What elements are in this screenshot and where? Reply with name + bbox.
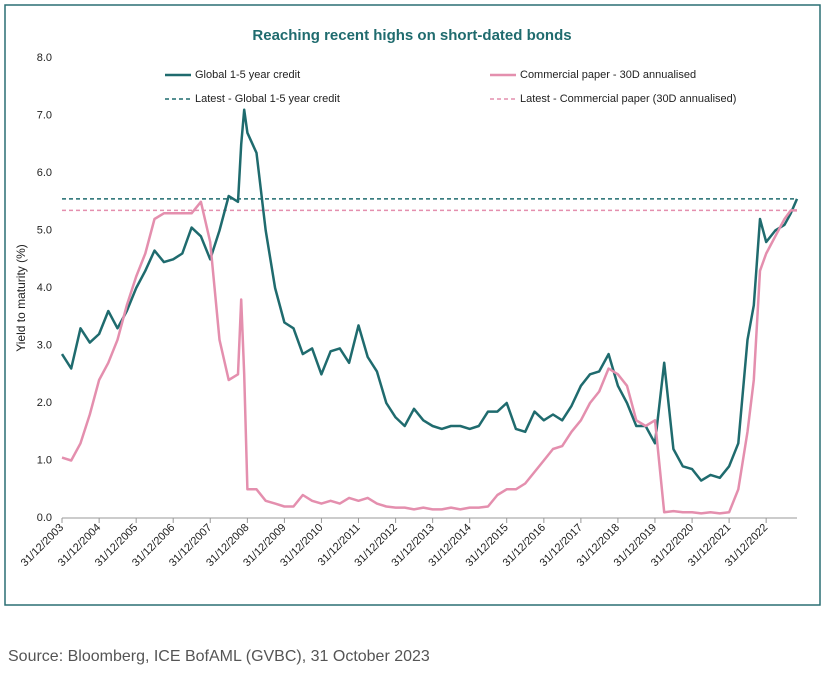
data-line <box>61 200 797 515</box>
chart-frame <box>4 4 821 606</box>
chart-title: Reaching recent highs on short-dated bon… <box>252 27 571 44</box>
y-tick-label: 0.0 <box>37 512 52 524</box>
y-tick-label: 5.0 <box>37 224 52 236</box>
legend-label: Commercial paper - 30D annualised <box>520 69 696 81</box>
y-tick-label: 8.0 <box>37 52 52 64</box>
y-tick-label: 6.0 <box>37 167 52 179</box>
y-tick-label: 3.0 <box>37 339 52 351</box>
y-axis-title: Yield to maturity (%) <box>14 244 28 352</box>
y-tick-label: 7.0 <box>37 109 52 121</box>
y-tick-label: 4.0 <box>37 282 52 294</box>
y-tick-label: 1.0 <box>37 454 52 466</box>
legend-label: Latest - Global 1-5 year credit <box>195 93 340 105</box>
legend-label: Latest - Commercial paper (30D annualise… <box>520 93 736 105</box>
legend-label: Global 1-5 year credit <box>195 69 300 81</box>
y-tick-label: 2.0 <box>37 397 52 409</box>
source-note: Source: Bloomberg, ICE BofAML (GVBC), 31… <box>8 648 430 665</box>
data-line <box>60 108 799 482</box>
